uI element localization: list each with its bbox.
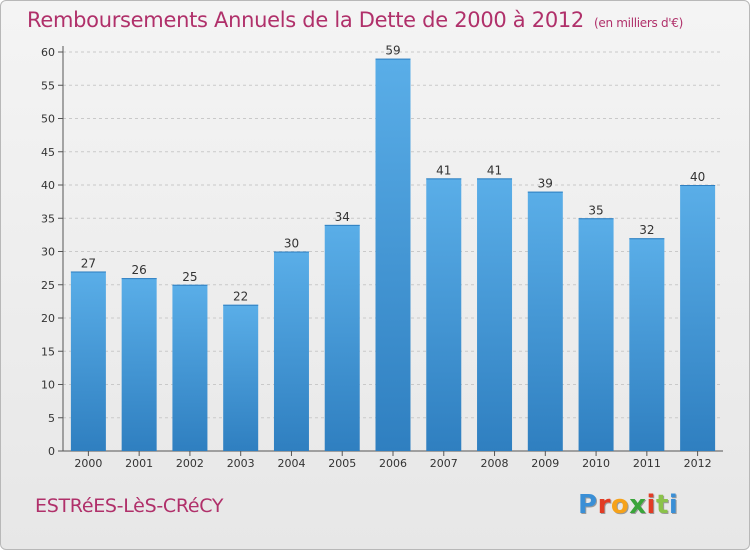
data-label-2006: 59 — [385, 44, 400, 58]
data-label-2009: 39 — [538, 177, 553, 191]
logo-letter: t — [655, 490, 669, 520]
proxiti-logo: Proxiti — [578, 490, 678, 520]
bar-2009 — [527, 191, 563, 451]
bars: 27 26 25 22 30 34 59 41 41 39 35 32 40 — [70, 44, 716, 452]
data-label-2002: 25 — [182, 270, 197, 284]
data-label-2003: 22 — [233, 290, 248, 304]
logo-letter: o — [610, 490, 630, 520]
x-tick-label-2011: 2011 — [633, 457, 661, 470]
x-tick-label-2001: 2001 — [125, 457, 153, 470]
y-tick-label: 55 — [41, 79, 55, 92]
data-label-2007: 41 — [436, 163, 451, 177]
bar-2004 — [273, 251, 309, 451]
y-tick-label: 40 — [41, 179, 55, 192]
chart-title: Remboursements Annuels de la Dette de 20… — [27, 8, 683, 32]
data-label-2008: 41 — [487, 163, 502, 177]
data-label-2011: 32 — [639, 223, 654, 237]
y-tick-label: 35 — [41, 212, 55, 225]
x-tick-label-2012: 2012 — [684, 457, 712, 470]
y-tick-label: 15 — [41, 345, 55, 358]
bar-2007 — [426, 178, 462, 451]
logo-letter: x — [629, 490, 647, 520]
commune-name: ESTRéES-LèS-CRéCY — [35, 495, 224, 517]
bar-2008 — [477, 178, 513, 451]
x-tick-label-2005: 2005 — [328, 457, 356, 470]
data-label-2000: 27 — [81, 256, 96, 270]
x-tick-label-2007: 2007 — [430, 457, 458, 470]
data-label-2004: 30 — [284, 237, 299, 251]
x-tick-label-2000: 2000 — [74, 457, 102, 470]
title-text: Remboursements Annuels de la Dette de 20… — [27, 8, 584, 32]
bar-2010 — [578, 218, 614, 451]
unit-label: (en milliers d'€) — [594, 16, 684, 30]
y-tick-label: 10 — [41, 379, 55, 392]
bar-2011 — [629, 238, 665, 451]
y-tick-label: 5 — [48, 412, 55, 425]
x-tick-label-2004: 2004 — [277, 457, 305, 470]
y-tick-label: 45 — [41, 146, 55, 159]
logo-letter: r — [597, 490, 611, 520]
x-tick-label-2003: 2003 — [227, 457, 255, 470]
logo-letter: i — [668, 490, 679, 520]
bar-2000 — [70, 271, 106, 451]
data-label-2001: 26 — [132, 263, 147, 277]
x-tick-label-2010: 2010 — [582, 457, 610, 470]
data-label-2005: 34 — [335, 210, 350, 224]
bar-2003 — [223, 304, 259, 451]
x-tick-label-2009: 2009 — [531, 457, 559, 470]
bar-2005 — [324, 224, 360, 451]
data-label-2010: 35 — [588, 203, 603, 217]
logo-letter: i — [646, 490, 656, 520]
x-tick-label-2008: 2008 — [481, 457, 509, 470]
x-tick-label-2002: 2002 — [176, 457, 204, 470]
y-tick-label: 0 — [48, 445, 55, 458]
bar-2012 — [680, 185, 716, 451]
data-label-2012: 40 — [690, 170, 705, 184]
y-tick-label: 20 — [41, 312, 55, 325]
y-tick-label: 60 — [41, 46, 55, 59]
logo-letter: P — [578, 490, 598, 520]
x-tick-label-2006: 2006 — [379, 457, 407, 470]
bar-2001 — [121, 278, 157, 451]
y-tick-label: 25 — [41, 279, 55, 292]
bar-2006 — [375, 58, 411, 452]
bar-2002 — [172, 284, 208, 451]
y-tick-label: 50 — [41, 113, 55, 126]
y-tick-label: 30 — [41, 246, 55, 259]
